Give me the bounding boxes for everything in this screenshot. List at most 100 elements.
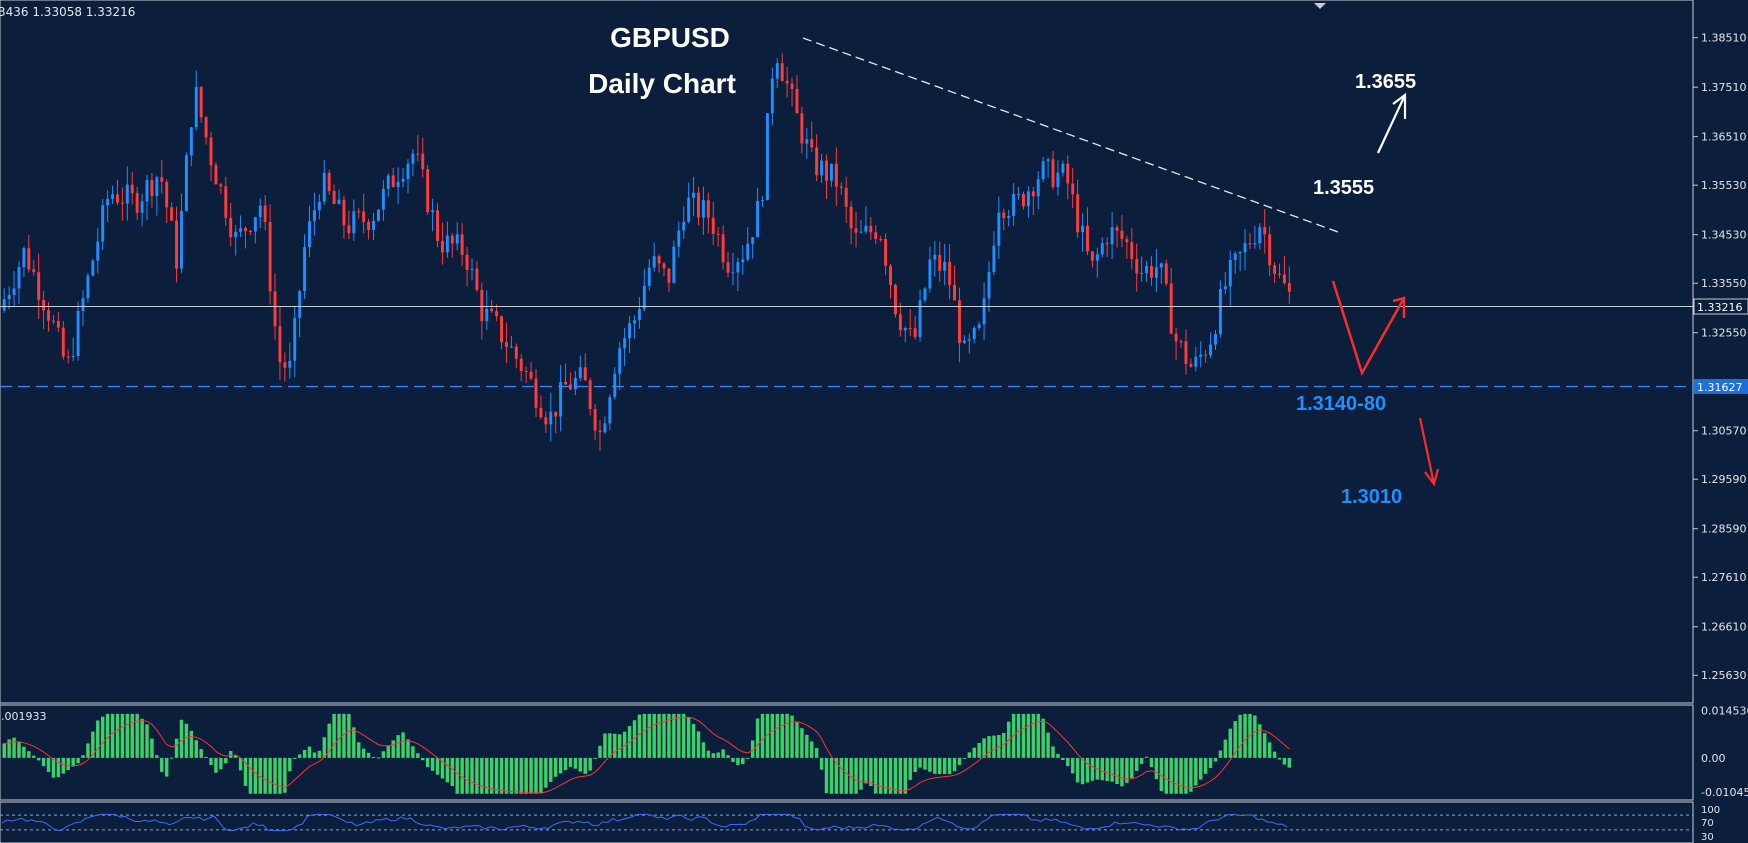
- candle-body: [96, 241, 100, 261]
- candle-body: [199, 87, 203, 118]
- candle-body: [101, 205, 105, 242]
- candle-body: [406, 163, 410, 179]
- candle-body: [125, 184, 129, 204]
- candle-body: [893, 285, 897, 315]
- candle-body: [209, 137, 213, 166]
- macd-bar: [706, 750, 711, 758]
- candle-body: [288, 360, 292, 368]
- candle-body: [411, 153, 415, 164]
- macd-bar: [962, 757, 967, 759]
- candle-body: [967, 339, 971, 341]
- macd-bar: [637, 714, 642, 758]
- candle-body: [204, 117, 208, 138]
- candle-body: [1159, 263, 1163, 268]
- candle-body: [879, 238, 883, 240]
- macd-bar: [529, 757, 533, 794]
- candle-body: [431, 210, 435, 213]
- macd-bar: [1203, 757, 1208, 774]
- macd-bar: [322, 737, 326, 758]
- candle-body: [480, 290, 484, 322]
- current-price-tag-label: 1.33216: [1697, 301, 1743, 314]
- candle-body: [672, 246, 676, 283]
- candle-body: [746, 243, 750, 260]
- macd-bar: [982, 738, 986, 758]
- candle-body: [564, 381, 568, 385]
- candle-body: [465, 254, 469, 270]
- macd-bar: [1223, 739, 1228, 758]
- macd-bar: [1154, 757, 1159, 780]
- macd-bar: [228, 751, 233, 758]
- candle-body: [367, 221, 371, 230]
- macd-bar: [278, 757, 282, 794]
- candle-body: [293, 318, 297, 361]
- candle-body: [751, 237, 755, 244]
- candle-body: [1228, 259, 1232, 287]
- oscillator-panel: [0, 801, 1694, 843]
- macd-bar: [174, 738, 179, 758]
- macd-bar: [12, 737, 16, 758]
- macd-bar: [1164, 757, 1168, 794]
- macd-bar: [553, 757, 558, 777]
- candle-body: [189, 127, 193, 156]
- macd-bar: [534, 757, 538, 794]
- macd-bar: [1287, 757, 1292, 768]
- macd-bar: [1282, 757, 1287, 765]
- macd-bar: [824, 757, 829, 794]
- candle-body: [1026, 191, 1030, 207]
- candle-body: [1150, 265, 1153, 278]
- candle-body: [682, 221, 686, 231]
- macd-bar: [795, 721, 799, 758]
- current-price-tag: [1693, 298, 1748, 315]
- macd-bar: [100, 716, 105, 758]
- macd-bar: [209, 757, 213, 765]
- macd-bar: [504, 757, 509, 794]
- macd-bar: [839, 757, 844, 794]
- macd-bar: [32, 755, 36, 758]
- macd-bar: [731, 757, 735, 762]
- macd-bar: [681, 713, 686, 758]
- candle-body: [1282, 274, 1286, 284]
- candle-body: [450, 235, 454, 244]
- macd-bar: [652, 713, 656, 758]
- macd-bar: [293, 757, 297, 759]
- macd-bar: [691, 723, 696, 758]
- macd-bar: [721, 749, 725, 758]
- macd-bar: [957, 757, 962, 765]
- candle-body: [987, 272, 991, 299]
- macd-bar: [1075, 757, 1080, 783]
- macd-bar: [273, 757, 277, 794]
- macd-bar: [952, 757, 957, 772]
- macd-bar: [1056, 753, 1060, 758]
- macd-bar: [1100, 757, 1104, 781]
- macd-bar: [928, 757, 932, 772]
- candle-body: [56, 321, 60, 328]
- macd-bar: [61, 757, 66, 774]
- target-label-1-3655: 1.3655: [1355, 71, 1416, 93]
- candle-body: [490, 308, 494, 312]
- candle-body: [347, 225, 351, 234]
- arrow-down-red-icon: [1418, 417, 1440, 487]
- macd-bar: [499, 757, 504, 794]
- oscillator-axis-label: 70: [1701, 818, 1714, 829]
- macd-bar: [312, 752, 317, 758]
- candle-body: [716, 233, 720, 235]
- macd-bar: [1051, 746, 1055, 758]
- candle-body: [495, 311, 499, 317]
- candle-body: [568, 384, 572, 390]
- candle-body: [834, 163, 838, 187]
- candle-body: [647, 267, 651, 286]
- price-axis-label: 1.32550: [1701, 327, 1747, 340]
- macd-bar: [1208, 757, 1213, 769]
- candle-body: [761, 199, 764, 201]
- main-panel: [0, 0, 1694, 704]
- macd-bar: [489, 757, 494, 794]
- candle-body: [1223, 286, 1227, 290]
- candle-body: [91, 260, 95, 276]
- macd-bar: [105, 713, 110, 758]
- macd-bar: [593, 757, 597, 759]
- macd-bar: [647, 713, 651, 758]
- candle-body: [583, 367, 587, 381]
- macd-bar: [421, 757, 425, 761]
- macd-bar: [460, 757, 464, 794]
